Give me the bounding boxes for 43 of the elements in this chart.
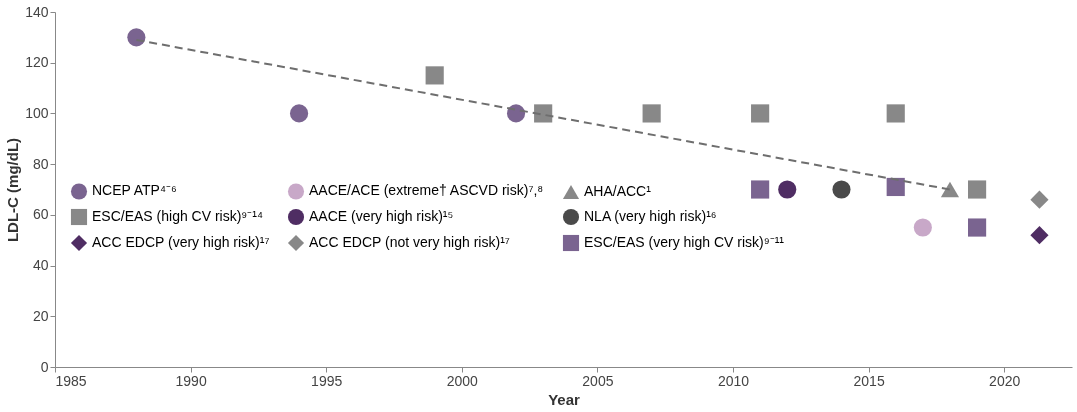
point	[886, 177, 905, 197]
x-tick-label: 1985	[55, 372, 87, 389]
point	[913, 218, 932, 237]
y-tick-label: 20	[32, 307, 49, 324]
x-tick-label: 2015	[853, 372, 885, 389]
point	[425, 66, 444, 85]
point	[290, 104, 309, 123]
legend-label: ACC EDCP (not very high risk)¹⁷	[309, 234, 510, 250]
x-tick-label: 2005	[582, 372, 614, 389]
y-tick-label: 0	[40, 358, 49, 375]
y-axis-title: LDL-C (mg/dL)	[4, 137, 22, 243]
point	[534, 104, 553, 123]
point	[968, 180, 987, 199]
point	[127, 28, 146, 47]
x-tick-label: 2020	[989, 372, 1021, 389]
point	[1030, 190, 1049, 209]
point	[751, 180, 770, 199]
point	[751, 104, 770, 123]
legend-label: ACC EDCP (very high risk)¹⁷	[92, 234, 270, 250]
x-axis-title: Year	[548, 390, 581, 408]
x-tick-label: 2010	[717, 372, 750, 389]
point	[832, 180, 851, 199]
y-tick-label: 120	[25, 54, 49, 71]
x-tick-label: 1990	[175, 372, 207, 389]
y-tick-label: 140	[25, 3, 49, 20]
point	[968, 218, 987, 237]
legend-label: NCEP ATP⁴⁻⁶	[92, 182, 177, 199]
legend-label: ESC/EAS (very high CV risk)⁹⁻¹¹	[584, 234, 785, 250]
legend-label: AHA/ACC¹	[584, 183, 652, 200]
x-tick-label: 1995	[311, 372, 343, 389]
legend-label: AACE (very high risk)¹⁵	[309, 208, 454, 224]
legend-label: AACE/ACE (extreme† ASCVD risk)⁷,⁸	[309, 182, 544, 199]
point	[886, 104, 905, 123]
point	[778, 180, 797, 199]
legend-label: ESC/EAS (high CV risk)⁹⁻¹⁴	[92, 208, 264, 224]
point	[1030, 226, 1049, 245]
point	[642, 104, 661, 123]
legend-label: NLA (very high risk)¹⁶	[584, 208, 717, 224]
y-tick-label: 100	[25, 104, 49, 121]
x-tick-label: 2000	[446, 372, 479, 389]
y-tick-label: 60	[32, 206, 49, 223]
y-tick-label: 40	[32, 257, 49, 274]
y-tick-label: 80	[32, 155, 49, 172]
